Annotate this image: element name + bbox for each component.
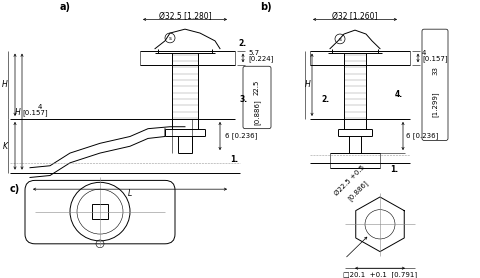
Text: b): b) [260, 2, 272, 12]
Text: 4: 4 [422, 49, 426, 56]
Text: [0.886]: [0.886] [347, 179, 370, 202]
Text: Ø22.5 +0.5: Ø22.5 +0.5 [334, 164, 366, 197]
Text: 2.: 2. [321, 95, 329, 104]
Text: 4: 4 [38, 104, 42, 110]
Text: 6 [0.236]: 6 [0.236] [225, 132, 257, 139]
Text: 1.: 1. [230, 155, 238, 164]
Text: Ø32.5 [1.280]: Ø32.5 [1.280] [159, 12, 211, 21]
Text: [1.299]: [1.299] [432, 91, 438, 117]
Text: [0.157]: [0.157] [422, 55, 448, 62]
Text: 33: 33 [432, 66, 438, 75]
Text: c): c) [10, 184, 20, 194]
Text: H: H [15, 108, 21, 116]
Text: [0.224]: [0.224] [248, 55, 274, 62]
Text: 4.: 4. [395, 90, 403, 99]
Text: L: L [128, 188, 132, 198]
Text: K: K [2, 142, 8, 151]
Text: [0.157]: [0.157] [22, 110, 48, 116]
Text: 2.: 2. [238, 39, 246, 48]
Text: Ø32 [1.260]: Ø32 [1.260] [332, 12, 378, 21]
Text: □20.1  +0.1  [0.791]: □20.1 +0.1 [0.791] [343, 272, 417, 278]
Text: 5.7: 5.7 [248, 49, 259, 56]
Text: 3.: 3. [240, 95, 248, 104]
Text: H: H [2, 80, 8, 89]
Text: [0.886]: [0.886] [253, 99, 260, 125]
Text: H: H [305, 80, 311, 89]
Text: s: s [168, 36, 171, 41]
Text: 22.5: 22.5 [254, 80, 260, 95]
Text: 6 [0.236]: 6 [0.236] [406, 132, 438, 139]
Text: s: s [338, 37, 341, 42]
Text: a): a) [60, 2, 71, 12]
Bar [92, 204, 108, 219]
Text: 1.: 1. [390, 165, 398, 174]
